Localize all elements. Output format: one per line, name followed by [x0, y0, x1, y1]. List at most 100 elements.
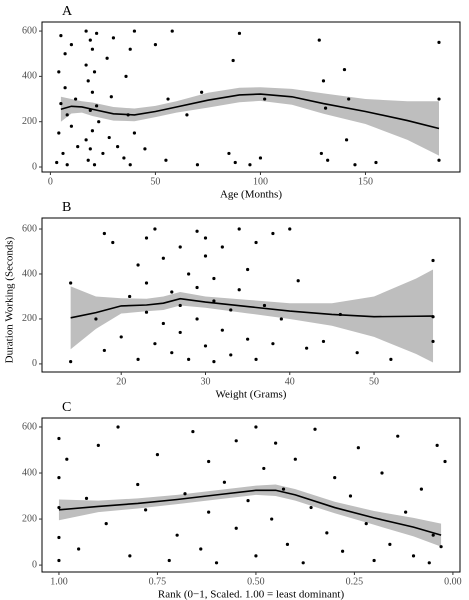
point — [178, 303, 182, 308]
point — [63, 52, 67, 56]
point — [65, 457, 69, 461]
point — [340, 549, 345, 553]
point — [153, 342, 157, 346]
point — [254, 425, 258, 429]
point — [207, 459, 211, 464]
point — [92, 163, 97, 167]
point — [254, 554, 258, 558]
point — [439, 545, 443, 549]
y-tick-label: 200 — [22, 513, 37, 524]
point — [128, 554, 132, 558]
confidence-band — [58, 484, 442, 547]
y-tick-label: 400 — [22, 71, 37, 82]
point — [411, 554, 416, 558]
point — [203, 254, 208, 258]
point — [254, 240, 258, 245]
point — [212, 360, 216, 364]
point — [84, 496, 89, 500]
point — [301, 561, 305, 565]
y-axis-label: Duration Working (Seconds) — [4, 236, 16, 363]
point — [96, 443, 100, 447]
point — [374, 160, 378, 165]
point — [305, 346, 309, 350]
y-tick-label: 0 — [32, 559, 37, 570]
point — [199, 547, 203, 551]
point — [437, 97, 441, 101]
x-axis-label: Weight (Grams) — [216, 389, 287, 401]
point — [364, 522, 368, 526]
point — [380, 471, 384, 475]
point — [419, 487, 423, 491]
point — [229, 308, 233, 312]
y-tick-label: 400 — [22, 268, 37, 279]
point — [435, 443, 439, 447]
point — [220, 245, 224, 249]
point — [288, 227, 292, 231]
x-tick-label: 0.50 — [247, 576, 265, 587]
point — [274, 441, 278, 445]
point — [195, 285, 199, 290]
point — [97, 120, 101, 124]
point — [161, 256, 165, 260]
point — [396, 434, 400, 438]
point — [86, 158, 90, 162]
point — [107, 135, 111, 140]
point — [95, 31, 99, 35]
point — [122, 156, 126, 160]
point — [214, 561, 219, 565]
point — [355, 351, 359, 355]
point — [233, 160, 237, 165]
point — [144, 310, 149, 314]
x-tick-label: 50 — [369, 376, 379, 387]
point — [155, 453, 160, 457]
panel-frame — [41, 217, 461, 373]
point — [144, 281, 149, 285]
point — [136, 263, 140, 267]
smooth-line — [60, 93, 440, 130]
point — [296, 279, 300, 283]
point — [203, 236, 208, 240]
point — [74, 97, 78, 101]
point — [102, 231, 106, 236]
point — [348, 494, 353, 498]
y-tick-label: 600 — [22, 223, 37, 234]
point — [234, 439, 238, 443]
point — [105, 56, 109, 60]
point — [229, 353, 233, 357]
point — [166, 97, 170, 101]
y-tick-label: 200 — [22, 116, 37, 127]
point — [342, 67, 347, 72]
point — [187, 272, 191, 276]
panel-frame — [41, 21, 461, 173]
smooth-line — [58, 489, 442, 536]
point — [153, 227, 157, 231]
point — [178, 330, 182, 335]
point — [161, 321, 165, 326]
point — [57, 70, 61, 74]
x-tick-label: 1.00 — [50, 576, 68, 587]
point — [234, 526, 238, 530]
x-tick-label: 0 — [48, 176, 53, 187]
point — [88, 147, 92, 151]
point — [389, 357, 393, 362]
point — [170, 29, 174, 33]
x-tick-label: 0.75 — [149, 576, 167, 587]
y-tick-label: 600 — [22, 421, 37, 432]
point — [195, 163, 200, 167]
panel-title: B — [62, 200, 71, 215]
point — [333, 476, 337, 480]
point — [90, 129, 95, 133]
point — [321, 79, 326, 83]
point — [132, 29, 137, 33]
point — [231, 58, 235, 63]
point — [111, 36, 116, 40]
point — [128, 47, 132, 51]
point — [55, 160, 59, 165]
smooth-line — [70, 297, 434, 319]
point — [57, 131, 61, 135]
point — [132, 131, 137, 135]
point — [356, 446, 360, 450]
point — [227, 151, 231, 156]
point — [144, 508, 148, 512]
point — [353, 163, 357, 167]
